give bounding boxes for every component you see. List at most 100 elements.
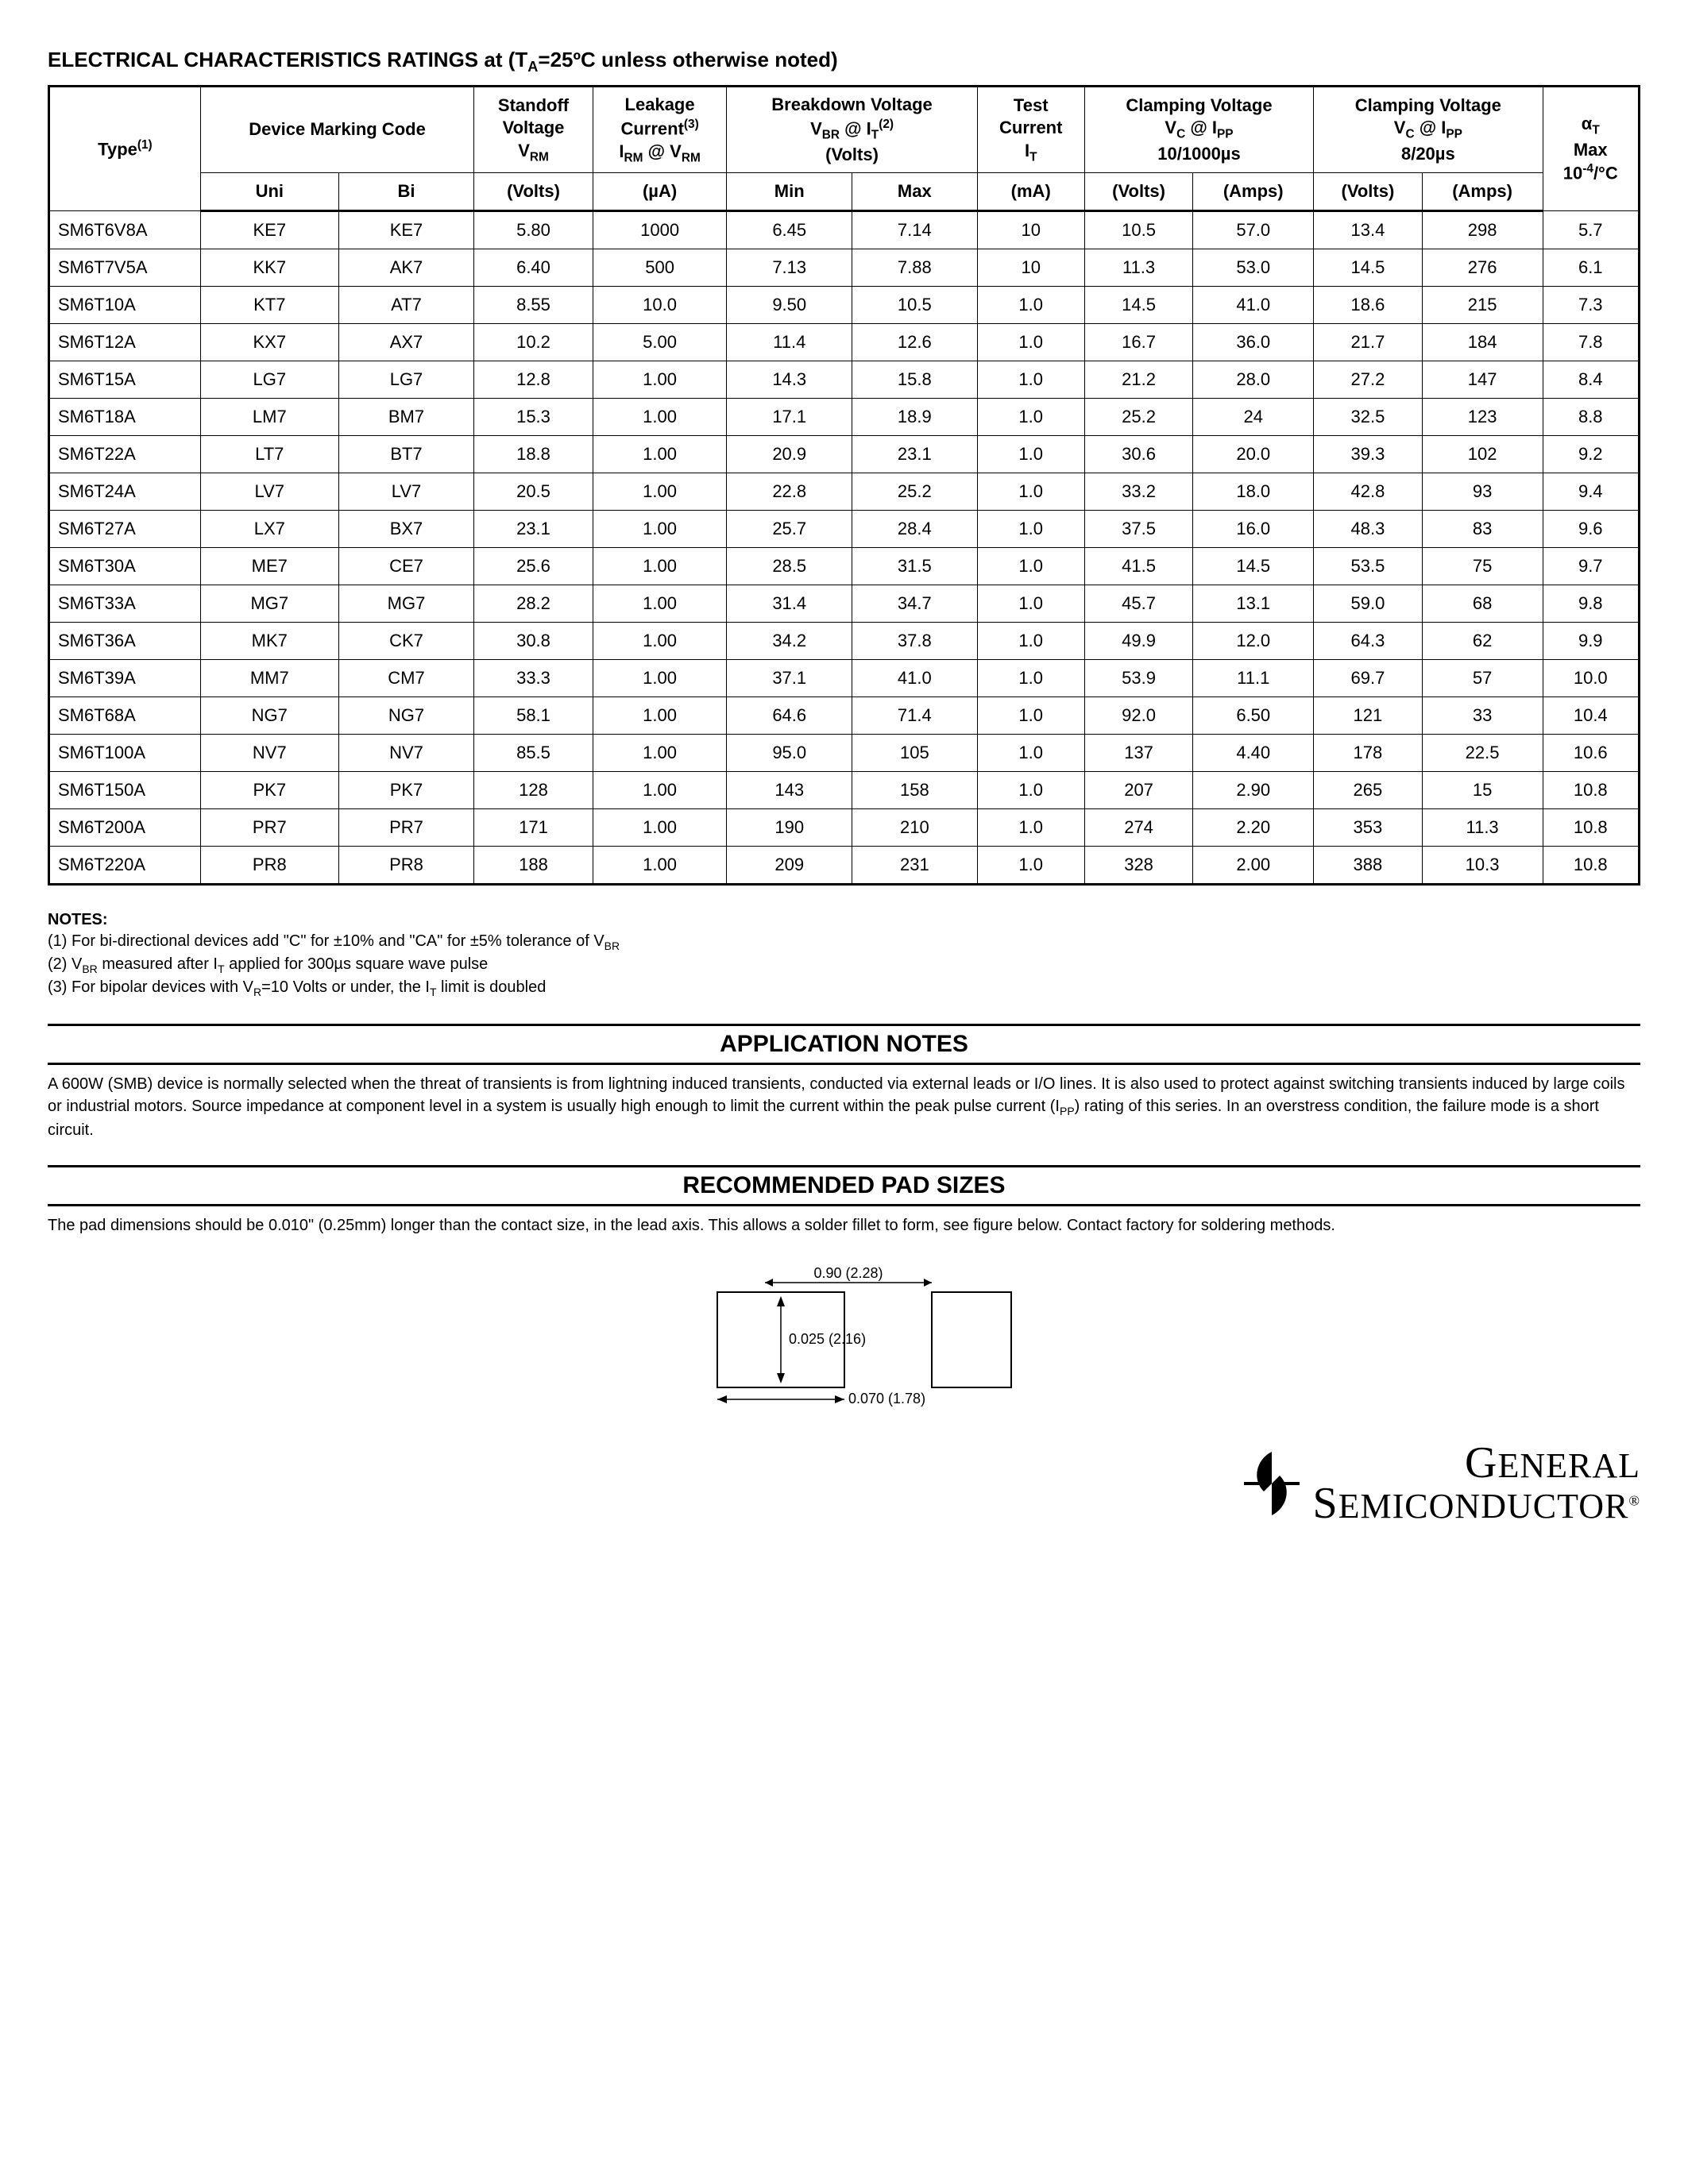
cell-bmin: 64.6 [727,697,852,735]
cell-c2a: 298 [1422,211,1543,249]
cell-irm: 5.00 [593,324,727,361]
th-min: Min [727,173,852,211]
th-leakage: Leakage Current(3) IRM @ VRM [593,87,727,173]
cell-bmin: 11.4 [727,324,852,361]
cell-type: SM6T220A [49,847,201,885]
cell-bi: CE7 [338,548,474,585]
cell-irm: 1.00 [593,772,727,809]
cell-c1v: 92.0 [1084,697,1192,735]
cell-uni: MM7 [200,660,338,697]
table-row: SM6T27ALX7BX723.11.0025.728.41.037.516.0… [49,511,1640,548]
cell-c1a: 2.20 [1193,809,1314,847]
cell-c1a: 20.0 [1193,436,1314,473]
cell-c1a: 6.50 [1193,697,1314,735]
table-row: SM6T15ALG7LG712.81.0014.315.81.021.228.0… [49,361,1640,399]
cell-bi: PR8 [338,847,474,885]
cell-it: 1.0 [977,511,1084,548]
cell-uni: MK7 [200,623,338,660]
pad-diagram-icon: 0.90 (2.28) 0.025 (2.16) 0.070 (1.78) [670,1260,1019,1419]
cell-c2v: 353 [1314,809,1422,847]
cell-type: SM6T24A [49,473,201,511]
cell-type: SM6T15A [49,361,201,399]
cell-c2a: 68 [1422,585,1543,623]
cell-c1v: 16.7 [1084,324,1192,361]
cell-c2v: 14.5 [1314,249,1422,287]
cell-bmin: 17.1 [727,399,852,436]
cell-bmin: 7.13 [727,249,852,287]
cell-type: SM6T6V8A [49,211,201,249]
cell-alpha: 7.3 [1543,287,1639,324]
cell-alpha: 7.8 [1543,324,1639,361]
cell-bmin: 95.0 [727,735,852,772]
cell-alpha: 9.9 [1543,623,1639,660]
th-test: Test Current IT [977,87,1084,173]
brand-line-1: GENERAL [1313,1443,1641,1483]
cell-irm: 1.00 [593,399,727,436]
cell-c1a: 16.0 [1193,511,1314,548]
cell-bmin: 9.50 [727,287,852,324]
notes-block: NOTES: (1) For bi-directional devices ad… [48,909,1640,1000]
cell-bi: LG7 [338,361,474,399]
cell-c1v: 45.7 [1084,585,1192,623]
cell-bmax: 210 [852,809,978,847]
cell-vrm: 171 [474,809,593,847]
cell-c2v: 13.4 [1314,211,1422,249]
cell-bmin: 143 [727,772,852,809]
cell-type: SM6T10A [49,287,201,324]
cell-c1v: 11.3 [1084,249,1192,287]
cell-bmax: 12.6 [852,324,978,361]
cell-bmin: 14.3 [727,361,852,399]
table-row: SM6T36AMK7CK730.81.0034.237.81.049.912.0… [49,623,1640,660]
cell-it: 1.0 [977,585,1084,623]
cell-c2v: 265 [1314,772,1422,809]
cell-vrm: 12.8 [474,361,593,399]
cell-vrm: 6.40 [474,249,593,287]
cell-c2a: 123 [1422,399,1543,436]
cell-alpha: 9.7 [1543,548,1639,585]
cell-c1v: 10.5 [1084,211,1192,249]
cell-bmin: 22.8 [727,473,852,511]
cell-bmin: 37.1 [727,660,852,697]
cell-bmin: 31.4 [727,585,852,623]
cell-c1v: 328 [1084,847,1192,885]
cell-bi: KE7 [338,211,474,249]
cell-type: SM6T22A [49,436,201,473]
cell-c1v: 25.2 [1084,399,1192,436]
table-row: SM6T6V8AKE7KE75.8010006.457.141010.557.0… [49,211,1640,249]
title-prefix: ELECTRICAL CHARACTERISTICS RATINGS at (T [48,48,527,71]
th-ua: (µA) [593,173,727,211]
cell-irm: 1.00 [593,847,727,885]
cell-irm: 500 [593,249,727,287]
th-bi: Bi [338,173,474,211]
cell-alpha: 10.8 [1543,772,1639,809]
cell-c1a: 18.0 [1193,473,1314,511]
cell-c2v: 59.0 [1314,585,1422,623]
cell-c1v: 14.5 [1084,287,1192,324]
cell-c2v: 39.3 [1314,436,1422,473]
cell-bi: AX7 [338,324,474,361]
table-row: SM6T68ANG7NG758.11.0064.671.41.092.06.50… [49,697,1640,735]
pad-dim-2: 0.025 (2.16) [789,1331,866,1347]
cell-bmax: 7.14 [852,211,978,249]
cell-it: 1.0 [977,623,1084,660]
th-breakdown: Breakdown Voltage VBR @ IT(2) (Volts) [727,87,977,173]
page-title: ELECTRICAL CHARACTERISTICS RATINGS at (T… [48,48,1640,75]
cell-irm: 1.00 [593,548,727,585]
cell-vrm: 20.5 [474,473,593,511]
cell-c2v: 388 [1314,847,1422,885]
cell-vrm: 28.2 [474,585,593,623]
brand-line-2: SEMICONDUCTOR® [1313,1484,1641,1523]
th-uni: Uni [200,173,338,211]
cell-vrm: 25.6 [474,548,593,585]
cell-c2a: 57 [1422,660,1543,697]
cell-c2v: 121 [1314,697,1422,735]
cell-irm: 1.00 [593,809,727,847]
pad-title: RECOMMENDED PAD SIZES [48,1165,1640,1206]
cell-vrm: 85.5 [474,735,593,772]
cell-vrm: 5.80 [474,211,593,249]
cell-type: SM6T36A [49,623,201,660]
cell-alpha: 10.0 [1543,660,1639,697]
cell-c1a: 14.5 [1193,548,1314,585]
cell-vrm: 8.55 [474,287,593,324]
cell-uni: LG7 [200,361,338,399]
